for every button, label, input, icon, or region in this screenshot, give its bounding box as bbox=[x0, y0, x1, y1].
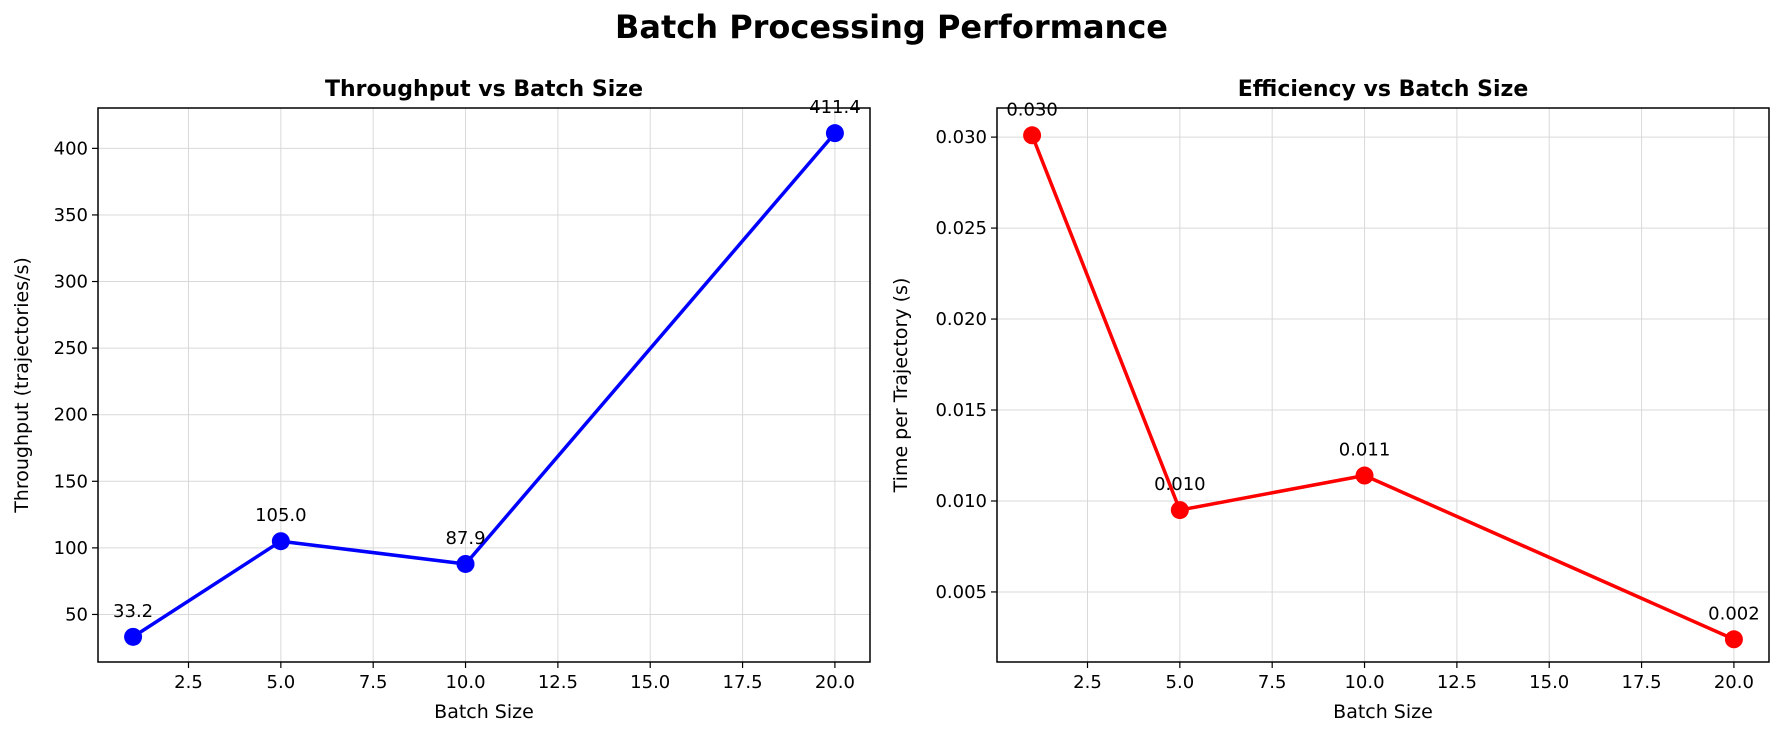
efficiency-y-tick-label: 0.010 bbox=[935, 491, 987, 512]
throughput-data-point bbox=[456, 554, 475, 573]
throughput-y-tick-label: 250 bbox=[54, 338, 88, 359]
efficiency-chart-title: Efficiency vs Batch Size bbox=[1238, 77, 1528, 102]
throughput-y-tick-label: 200 bbox=[54, 405, 88, 426]
throughput-y-tick-label: 400 bbox=[54, 138, 88, 159]
efficiency-y-tick-label: 0.025 bbox=[935, 218, 987, 239]
efficiency-data-point bbox=[1724, 630, 1743, 649]
throughput-y-tick-label: 300 bbox=[54, 272, 88, 293]
throughput-y-tick-label: 50 bbox=[65, 604, 88, 625]
throughput-x-axis-label: Batch Size bbox=[434, 701, 534, 723]
efficiency-data-label: 0.010 bbox=[1154, 474, 1206, 495]
throughput-series-line bbox=[132, 132, 837, 639]
throughput-x-tick-label: 20.0 bbox=[815, 672, 855, 693]
efficiency-x-tick-label: 2.5 bbox=[1073, 672, 1102, 693]
efficiency-x-tick-label: 20.0 bbox=[1714, 672, 1754, 693]
throughput-chart-title: Throughput vs Batch Size bbox=[325, 77, 643, 102]
efficiency-x-tick-label: 15.0 bbox=[1529, 672, 1569, 693]
efficiency-axes-frame bbox=[996, 107, 1770, 663]
efficiency-y-tick-label: 0.005 bbox=[935, 582, 987, 603]
efficiency-y-tick-label: 0.015 bbox=[935, 400, 987, 421]
throughput-axes-frame bbox=[97, 107, 871, 663]
efficiency-x-tick-label: 17.5 bbox=[1622, 672, 1662, 693]
throughput-x-tick-label: 15.0 bbox=[630, 672, 670, 693]
throughput-data-point bbox=[825, 124, 844, 143]
efficiency-data-label: 0.002 bbox=[1708, 603, 1760, 624]
efficiency-data-point bbox=[1023, 126, 1042, 145]
efficiency-data-label: 0.011 bbox=[1339, 440, 1391, 461]
throughput-x-tick-label: 17.5 bbox=[723, 672, 763, 693]
efficiency-data-label: 0.030 bbox=[1006, 99, 1058, 120]
efficiency-x-tick-label: 5.0 bbox=[1166, 672, 1195, 693]
throughput-y-axis-label: Throughput (trajectories/s) bbox=[11, 257, 33, 514]
throughput-data-label: 87.9 bbox=[445, 528, 485, 549]
efficiency-data-point bbox=[1170, 501, 1189, 520]
throughput-x-tick-label: 12.5 bbox=[538, 672, 578, 693]
efficiency-data-point bbox=[1355, 466, 1374, 485]
throughput-data-point bbox=[271, 532, 290, 551]
efficiency-x-tick-label: 12.5 bbox=[1437, 672, 1477, 693]
efficiency-y-tick-label: 0.020 bbox=[935, 309, 987, 330]
throughput-data-label: 33.2 bbox=[113, 601, 153, 622]
efficiency-y-axis-label: Time per Trajectory (s) bbox=[890, 278, 912, 494]
throughput-y-tick-label: 150 bbox=[54, 471, 88, 492]
throughput-data-label: 105.0 bbox=[255, 505, 307, 526]
figure-title: Batch Processing Performance bbox=[615, 8, 1168, 46]
throughput-x-tick-label: 5.0 bbox=[267, 672, 296, 693]
throughput-x-tick-label: 7.5 bbox=[359, 672, 388, 693]
throughput-data-point bbox=[124, 627, 143, 646]
throughput-x-tick-label: 2.5 bbox=[174, 672, 203, 693]
efficiency-y-tick-label: 0.030 bbox=[935, 127, 987, 148]
efficiency-x-tick-label: 10.0 bbox=[1344, 672, 1384, 693]
throughput-y-tick-label: 350 bbox=[54, 205, 88, 226]
efficiency-x-axis-label: Batch Size bbox=[1333, 701, 1433, 723]
efficiency-x-tick-label: 7.5 bbox=[1258, 672, 1287, 693]
throughput-x-tick-label: 10.0 bbox=[445, 672, 485, 693]
efficiency-series-line bbox=[1030, 134, 1735, 641]
throughput-y-tick-label: 100 bbox=[54, 538, 88, 559]
